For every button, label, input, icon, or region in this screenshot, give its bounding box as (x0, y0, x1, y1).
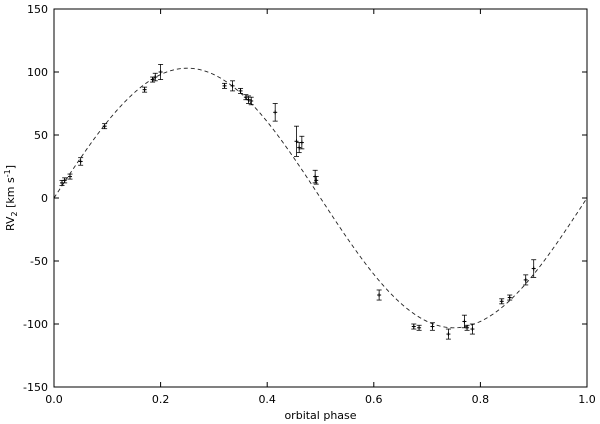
data-points-layer (59, 64, 537, 340)
y-tick-label: -50 (30, 255, 48, 268)
data-point (499, 298, 505, 305)
axis-ticks-layer (53, 8, 588, 388)
data-point (411, 323, 417, 330)
y-axis-label-superscript: -1 (3, 169, 12, 177)
y-axis-label-subscript: 2 (10, 211, 19, 216)
data-point (429, 322, 435, 331)
data-point (272, 103, 278, 122)
data-point (238, 87, 244, 94)
data-point (469, 323, 475, 335)
data-point (222, 82, 228, 89)
axis-tick-labels-layer: 0.0 0.2 0.4 0.6 0.8 1.0 -150 -100 -50 0 50 100 150 (23, 3, 596, 406)
y-axis-label-base: RV (4, 216, 17, 231)
x-tick-label: 0.4 (258, 393, 276, 406)
fit-curve-line (53, 67, 588, 329)
data-point (248, 96, 254, 106)
data-point (531, 259, 537, 278)
data-point (142, 86, 148, 93)
y-axis-label: RV2 [km s-1] (3, 165, 19, 231)
data-point (67, 173, 73, 180)
data-point (230, 80, 236, 92)
data-point (294, 125, 300, 157)
y-axis-label-unit-close: ] (4, 165, 17, 169)
data-point (376, 289, 382, 301)
data-point (464, 324, 470, 331)
data-point (152, 72, 158, 82)
y-tick-label: 50 (34, 129, 48, 142)
data-point (102, 123, 108, 130)
data-point (507, 294, 513, 301)
x-tick-label: 0.2 (152, 393, 170, 406)
data-point (78, 157, 84, 166)
data-point (416, 324, 422, 331)
data-point (299, 135, 305, 150)
data-point (461, 314, 467, 329)
data-point (523, 274, 529, 286)
y-tick-label: -150 (23, 381, 48, 394)
y-tick-label: 150 (27, 3, 48, 16)
y-axis-label-unit-open: [km s (4, 177, 17, 211)
data-point (243, 94, 249, 101)
x-axis-label: orbital phase (284, 409, 356, 422)
x-tick-label: 0.6 (365, 393, 383, 406)
x-tick-label: 0.0 (45, 393, 63, 406)
data-point (246, 95, 252, 104)
y-tick-label: 100 (27, 66, 48, 79)
data-point (313, 176, 319, 185)
fit-curve-layer (53, 67, 588, 329)
x-tick-label: 0.8 (472, 393, 490, 406)
y-tick-label: -100 (23, 318, 48, 331)
y-tick-label: 0 (41, 192, 48, 205)
data-point (62, 177, 68, 184)
data-point (158, 64, 164, 80)
x-tick-label: 1.0 (578, 393, 596, 406)
data-point (445, 328, 451, 340)
